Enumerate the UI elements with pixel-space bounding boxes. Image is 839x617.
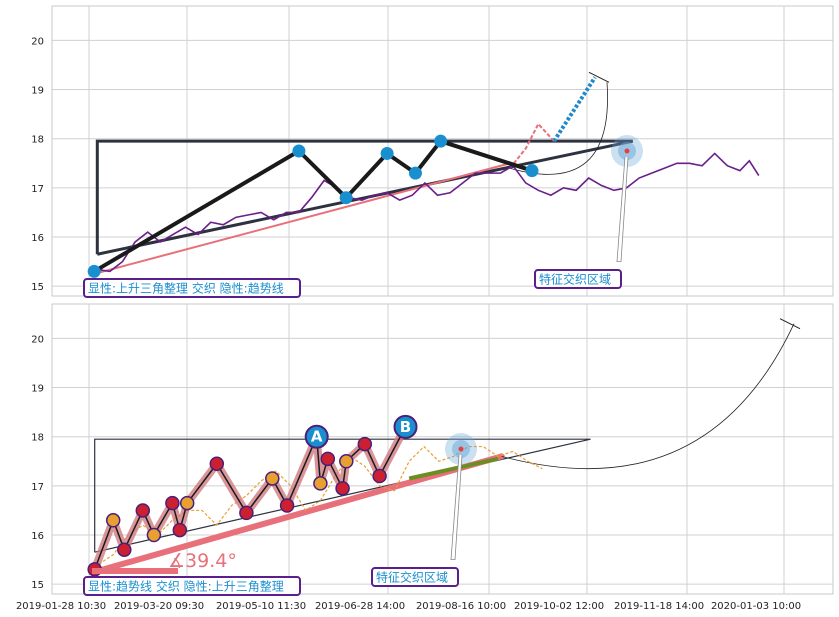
annotation-text: 特征交织区域 — [539, 272, 611, 287]
top-grid — [52, 6, 833, 296]
y-tick-label: 18 — [31, 135, 44, 146]
angle-label: ∡39.4° — [168, 550, 237, 572]
pivot-point — [380, 146, 394, 160]
pivot-point — [408, 166, 422, 180]
y-tick-label: 19 — [31, 384, 44, 395]
pivot-point — [339, 191, 353, 205]
projection-arc — [501, 323, 795, 469]
projection-tick — [779, 318, 801, 330]
projection-tick — [588, 71, 610, 83]
annotation-box — [534, 269, 622, 289]
pivot-point — [434, 134, 448, 148]
pivot-point — [313, 476, 328, 491]
bottom-y-ticks: 15 16 17 18 19 20 — [31, 334, 44, 591]
pivot-point — [339, 454, 354, 469]
pivot-point — [279, 498, 295, 513]
extension-red — [509, 122, 555, 169]
triangle-outline — [94, 438, 591, 553]
y-tick-label: 15 — [31, 580, 44, 591]
y-tick-label: 19 — [31, 86, 44, 97]
annotation-text: 显性:趋势线 交织 隐性:上升三角整理 — [88, 579, 284, 594]
annotation-text: 特征交织区域 — [376, 570, 448, 585]
bottom-structure — [91, 318, 801, 575]
x-ticks: 2019-01-28 10:30 2019-03-20 09:30 2019-05-… — [16, 601, 801, 612]
y-tick-label: 16 — [31, 233, 44, 244]
annotation-box — [371, 567, 459, 587]
x-tick-label: 2019-05-10 11:30 — [216, 601, 306, 612]
y-tick-label: 20 — [31, 36, 44, 47]
top-y-ticks: 15 16 17 18 19 20 — [31, 36, 44, 293]
triangle-outline — [95, 139, 634, 256]
x-tick-label: 2019-10-02 12:00 — [514, 601, 604, 612]
trend-line — [91, 453, 505, 575]
y-tick-label: 17 — [31, 482, 44, 493]
bottom-series — [94, 445, 543, 568]
pivot-point — [165, 495, 180, 511]
pivot-label-b: B — [400, 418, 411, 436]
feature-zone-dot — [624, 148, 630, 154]
pivot-point — [135, 503, 151, 518]
top-annotations: 显性:上升三角整理 交织 隐性:趋势线 特征交织区域 — [83, 135, 643, 298]
pivot-point — [87, 264, 101, 278]
x-tick-label: 2019-06-28 14:00 — [315, 601, 405, 612]
pivot-point — [146, 527, 162, 543]
feature-zone-pointer — [450, 454, 463, 560]
x-tick-label: 2020-01-03 10:00 — [711, 601, 801, 612]
pivot-point — [117, 542, 132, 558]
feature-zone-dot — [458, 446, 464, 452]
pivot-point — [179, 495, 195, 511]
pivot-point — [239, 505, 254, 521]
pivot-badge-a — [304, 424, 329, 449]
pivot-point — [525, 164, 539, 178]
pivot-badge-b — [393, 414, 418, 439]
y-tick-label: 18 — [31, 433, 44, 444]
annotation-text: 显性:上升三角整理 交织 隐性:趋势线 — [88, 281, 284, 296]
y-tick-label: 17 — [31, 184, 44, 195]
x-tick-label: 2019-03-20 09:30 — [114, 601, 204, 612]
pivot-point — [105, 513, 121, 528]
bottom-panel: 15 16 17 18 19 20 2019-01-28 10:30 2019-03-20 … — [16, 303, 834, 612]
pivot-point — [357, 436, 373, 452]
y-tick-label: 16 — [31, 531, 44, 542]
pivot-label-a: A — [311, 428, 323, 446]
pivot-point — [292, 144, 306, 158]
x-tick-label: 2019-08-16 10:00 — [416, 601, 506, 612]
top-pivots — [87, 134, 539, 278]
y-tick-label: 15 — [31, 282, 44, 293]
annotation-box — [83, 278, 301, 298]
trend-line — [93, 162, 511, 275]
top-series — [94, 152, 760, 273]
x-tick-label: 2019-11-18 14:00 — [614, 601, 704, 612]
bottom-annotations: ∡39.4° 显性:趋势线 交织 隐性:上升三角整理 特征交织区域 — [83, 433, 477, 596]
pivot-point — [172, 522, 188, 538]
pivot-point — [320, 451, 336, 467]
bottom-pivots: AB — [87, 414, 418, 577]
y-tick-label: 20 — [31, 334, 44, 345]
top-panel: 15 16 17 18 19 20 显性:上升三角整理 交织 隐性:趋势线 特征交织区域 — [31, 5, 834, 298]
x-tick-label: 2019-01-28 10:30 — [16, 601, 106, 612]
top-panel-frame — [51, 5, 834, 297]
price-series — [94, 445, 543, 568]
pivot-point — [209, 456, 225, 471]
feature-zone-pointer — [616, 156, 629, 262]
extension-blue — [552, 76, 597, 143]
pivot-point — [265, 471, 280, 486]
price-series — [94, 152, 760, 273]
pivot-point — [335, 481, 350, 496]
extension-green — [408, 456, 499, 481]
pivot-point — [372, 468, 387, 484]
annotation-box — [83, 576, 301, 596]
